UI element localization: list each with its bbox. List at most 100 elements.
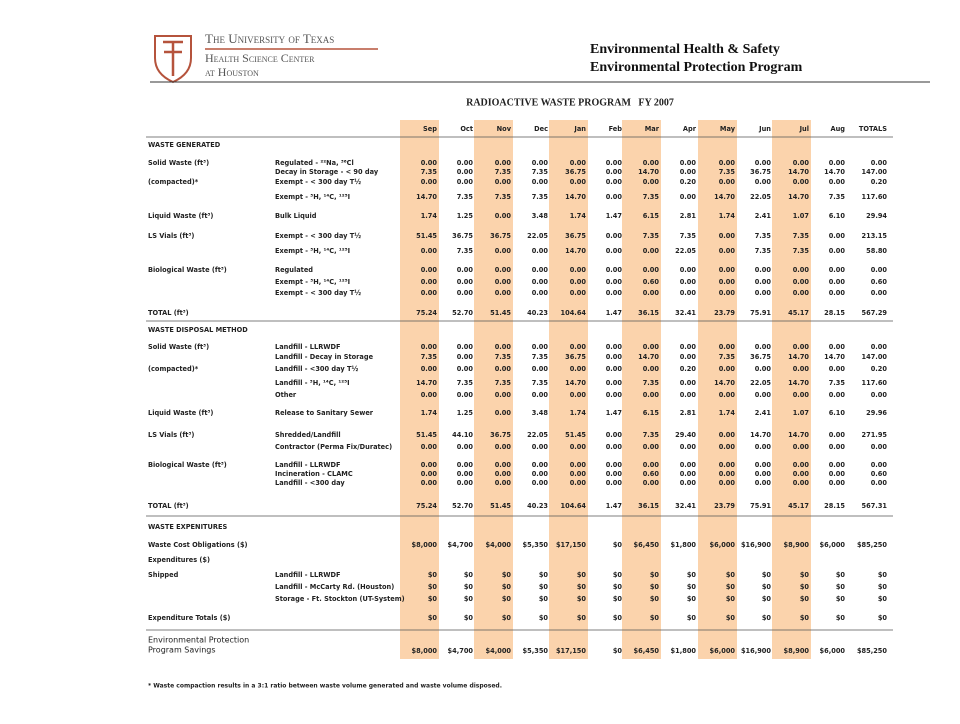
cell: 0.00 xyxy=(532,470,549,478)
cell: $8,900 xyxy=(784,541,810,549)
cell: $0 xyxy=(650,614,660,622)
cell: 0.00 xyxy=(606,266,623,274)
cell: $8,000 xyxy=(412,541,438,549)
cell: 0.00 xyxy=(793,289,810,297)
column-header: Apr xyxy=(683,125,697,133)
cell: 1.74 xyxy=(570,409,587,417)
cell: 213.15 xyxy=(862,232,888,240)
cell: 0.20 xyxy=(680,365,697,373)
cell: 22.05 xyxy=(750,379,771,387)
cell: 7.35 xyxy=(680,232,697,240)
cell: 29.40 xyxy=(675,431,696,439)
cell: $0 xyxy=(613,614,623,622)
cell: 0.00 xyxy=(793,159,810,167)
cell: 0.00 xyxy=(719,391,736,399)
cell: 0.60 xyxy=(871,470,888,478)
cell: 0.00 xyxy=(719,431,736,439)
cell: 14.70 xyxy=(638,168,659,176)
row-sublabel: Bulk Liquid xyxy=(275,212,317,220)
column-shade xyxy=(400,120,439,659)
cell: 0.00 xyxy=(532,479,549,487)
cell: 0.00 xyxy=(643,289,660,297)
cell: 7.35 xyxy=(829,379,846,387)
cell: $0 xyxy=(428,583,438,591)
cell: 6.10 xyxy=(829,409,846,417)
cell: 0.00 xyxy=(793,479,810,487)
cell: 0.00 xyxy=(680,479,697,487)
cell: 23.79 xyxy=(714,502,735,510)
cell: $0 xyxy=(613,647,623,655)
cell: 7.35 xyxy=(495,379,512,387)
row-label: Expenditure Totals ($) xyxy=(148,614,230,622)
cell: 51.45 xyxy=(416,232,437,240)
cell: 0.00 xyxy=(643,365,660,373)
cell: $0 xyxy=(428,614,438,622)
cell: 7.35 xyxy=(793,247,810,255)
cell: 1.47 xyxy=(606,409,623,417)
cell: 0.00 xyxy=(495,289,512,297)
cell: 0.00 xyxy=(457,479,474,487)
cell: 0.00 xyxy=(793,343,810,351)
row-label: Expenditures ($) xyxy=(148,556,210,564)
cell: 51.45 xyxy=(565,431,586,439)
cell: 0.00 xyxy=(570,365,587,373)
cell: $0 xyxy=(539,583,549,591)
cell: $0 xyxy=(762,595,772,603)
cell: $4,000 xyxy=(486,541,512,549)
cell: 0.00 xyxy=(643,391,660,399)
cell: 0.00 xyxy=(719,266,736,274)
cell: 0.00 xyxy=(606,247,623,255)
row-sublabel: Landfill - LLRWDF xyxy=(275,571,341,579)
cell: 36.75 xyxy=(490,232,511,240)
cell: 0.00 xyxy=(606,289,623,297)
cell: 0.00 xyxy=(457,470,474,478)
cell: $0 xyxy=(539,571,549,579)
cell: $0 xyxy=(502,583,512,591)
column-header: Mar xyxy=(645,125,660,133)
row-sublabel: Other xyxy=(275,391,297,399)
cell: 0.00 xyxy=(719,479,736,487)
cell: 117.60 xyxy=(862,379,888,387)
cell: 271.95 xyxy=(862,431,888,439)
cell: 58.80 xyxy=(866,247,887,255)
cell: 0.00 xyxy=(719,470,736,478)
cell: 0.20 xyxy=(680,178,697,186)
cell: 36.15 xyxy=(638,309,659,317)
cell: 14.70 xyxy=(714,193,735,201)
section-title: WASTE GENERATED xyxy=(148,141,221,149)
cell: 0.00 xyxy=(421,159,438,167)
row-sublabel: Release to Sanitary Sewer xyxy=(275,409,374,417)
row-label: Shipped xyxy=(148,571,179,579)
cell: 51.45 xyxy=(490,309,511,317)
cell: 0.00 xyxy=(680,379,697,387)
cell: 1.74 xyxy=(719,409,736,417)
cell: 14.70 xyxy=(788,379,809,387)
cell: 14.70 xyxy=(416,379,437,387)
row-sublabel: Exempt - ³H, ¹⁴C, ¹²⁵I xyxy=(275,278,350,286)
cell: 0.00 xyxy=(457,353,474,361)
cell: 28.15 xyxy=(824,309,845,317)
cell: $8,900 xyxy=(784,647,810,655)
cell: 0.00 xyxy=(570,178,587,186)
cell: 0.00 xyxy=(643,443,660,451)
cell: $0 xyxy=(502,614,512,622)
cell: 7.35 xyxy=(495,353,512,361)
cell: 0.00 xyxy=(829,178,846,186)
cell: $0 xyxy=(464,595,474,603)
column-header: Dec xyxy=(534,125,548,133)
cell: 0.00 xyxy=(532,461,549,469)
cell: 0.00 xyxy=(606,470,623,478)
cell: 0.00 xyxy=(755,479,772,487)
cell: 7.35 xyxy=(457,379,474,387)
row-sublabel: Landfill - LLRWDF xyxy=(275,461,341,469)
cell: $0 xyxy=(502,595,512,603)
cell: 0.00 xyxy=(680,470,697,478)
cell: 14.70 xyxy=(788,353,809,361)
cell: 36.75 xyxy=(565,232,586,240)
column-header: Jan xyxy=(573,125,586,133)
cell: 0.00 xyxy=(457,178,474,186)
cell: 14.70 xyxy=(416,193,437,201)
cell: 1.74 xyxy=(570,212,587,220)
cell: 0.00 xyxy=(457,278,474,286)
cell: 1.25 xyxy=(457,212,474,220)
